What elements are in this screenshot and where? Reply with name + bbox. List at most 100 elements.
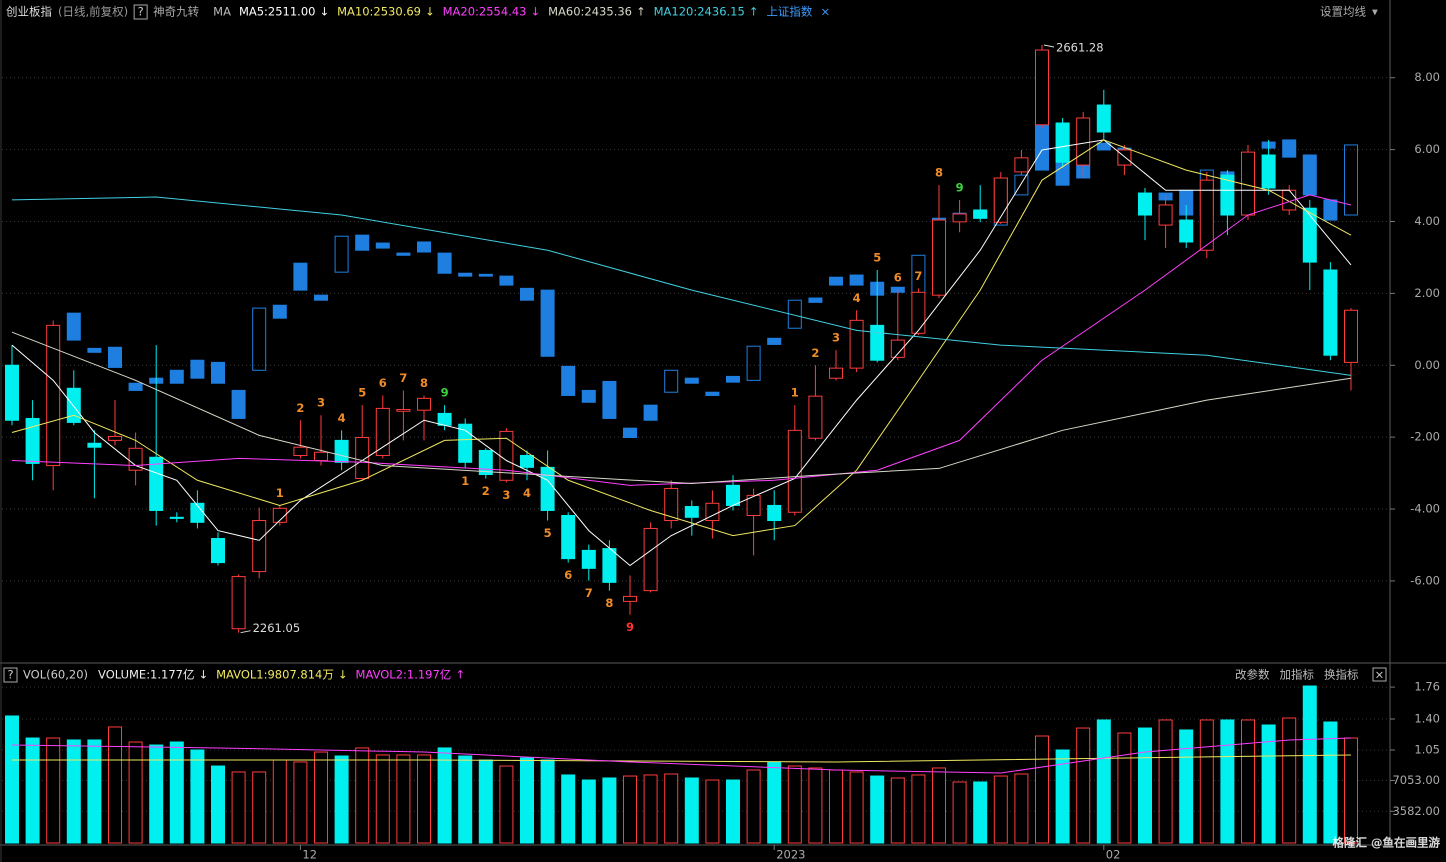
- volume-bar: [169, 741, 184, 844]
- y-tick-label: 1.76: [1414, 680, 1440, 694]
- candle-body: [911, 291, 926, 334]
- nine-turn-count: 8: [605, 596, 613, 610]
- candle-body: [355, 437, 370, 479]
- y-tick-label: -4.00: [1410, 502, 1440, 516]
- overlay-candle: [458, 272, 473, 277]
- indicator-button[interactable]: 加指标: [1280, 668, 1315, 682]
- legend-entry: MAVOL1:9807.814万: [216, 668, 334, 682]
- overlay-candle: [334, 235, 349, 273]
- y-tick-label: 2.00: [1414, 286, 1440, 300]
- ma-line: [11, 139, 1352, 567]
- close-icon[interactable]: ×: [1375, 668, 1385, 682]
- watermark: 格隆汇 @鱼在画里游: [1332, 836, 1440, 850]
- volume-bar: [746, 769, 761, 844]
- settings[interactable]: 设置均线: [1320, 5, 1366, 19]
- volume-title: VOL(60,20): [23, 668, 88, 682]
- overlay-candle: [602, 380, 617, 419]
- overlay-candle: [684, 377, 699, 384]
- overlay-name[interactable]: 上证指数: [766, 5, 812, 19]
- y-tick-label: 6.00: [1414, 142, 1440, 156]
- overlay-candle: [66, 312, 81, 341]
- legend-trend: ↑: [455, 668, 465, 682]
- candle-body: [211, 538, 225, 564]
- legend-entry: MA20:2554.43: [443, 5, 527, 19]
- candle-body: [1344, 309, 1358, 363]
- overlay-candle: [520, 287, 534, 301]
- volume-bar: [334, 755, 349, 844]
- volume-bar: [231, 771, 246, 844]
- title: 创业板指: [6, 5, 52, 19]
- candle-body: [829, 367, 843, 379]
- candle-body: [375, 407, 390, 456]
- y-tick-label: 7053.00: [1392, 773, 1440, 787]
- overlay-candle: [396, 252, 411, 256]
- ma-line: [11, 331, 1352, 485]
- nine-turn-count: 8: [420, 376, 428, 390]
- candle-body: [1096, 104, 1111, 133]
- candle-body: [437, 412, 452, 426]
- volume-bar: [1261, 724, 1276, 844]
- candle-body: [272, 507, 287, 523]
- volume-bar: [829, 769, 843, 844]
- nine-turn-count: 9: [626, 620, 634, 634]
- y-tick-label: 8.00: [1414, 70, 1440, 84]
- overlay-candle: [540, 289, 555, 357]
- volume-bar: [705, 779, 720, 844]
- candle-body: [561, 515, 576, 560]
- nine-turn-count: 5: [544, 526, 552, 540]
- close-box[interactable]: [1372, 667, 1387, 682]
- indicator-button[interactable]: 换指标: [1324, 668, 1359, 682]
- overlay-candle: [190, 359, 205, 379]
- volume-bar: [1138, 727, 1152, 844]
- volume-bar: [911, 774, 926, 844]
- volume-bar: [808, 767, 823, 844]
- candle-body: [149, 456, 164, 511]
- overlay-candle: [1323, 199, 1338, 221]
- help-icon-text[interactable]: ?: [138, 5, 144, 19]
- volume-bar: [1220, 719, 1235, 844]
- help-icon[interactable]: [133, 4, 148, 20]
- nine-turn-count: 5: [358, 386, 366, 400]
- overlay-close[interactable]: ×: [820, 5, 830, 19]
- volume-bar: [87, 739, 102, 844]
- overlay-candle: [169, 369, 184, 384]
- nine-turn-count: 6: [894, 271, 902, 285]
- ma-line: [11, 196, 1352, 376]
- indicator-button[interactable]: 改参数: [1235, 668, 1270, 682]
- overlay-candle: [293, 262, 308, 291]
- nine-turn-count: 5: [873, 251, 881, 265]
- help-icon[interactable]: [3, 667, 18, 683]
- volume-bar: [1035, 735, 1049, 844]
- help-icon-text[interactable]: ?: [7, 668, 13, 682]
- volume-bar: [993, 775, 1008, 844]
- candle-body: [746, 494, 761, 517]
- nine-turn-count: 3: [317, 396, 325, 410]
- volume-bar: [108, 726, 122, 844]
- overlay-candle: [1344, 144, 1358, 216]
- volume-bar: [1158, 719, 1173, 844]
- candle-body: [108, 435, 122, 441]
- indicator[interactable]: 神奇九转: [153, 5, 199, 19]
- candle-body: [849, 319, 864, 369]
- overlay-candle: [726, 375, 740, 383]
- settings-arrow[interactable]: ▾: [1372, 5, 1378, 19]
- volume-bar: [375, 754, 390, 844]
- y-tick-label: 1.05: [1414, 742, 1440, 756]
- overlay-candle: [1282, 139, 1297, 158]
- volume-bar: [190, 749, 205, 844]
- candle-body: [25, 417, 40, 464]
- candle-body: [664, 488, 679, 522]
- candle-body: [169, 516, 184, 519]
- nine-turn-count: 4: [853, 291, 861, 305]
- volume-bar: [272, 759, 287, 844]
- overlay-candle: [829, 276, 843, 286]
- legend-entry: MA5:2511.00: [239, 5, 316, 19]
- overlay-candle: [643, 404, 658, 421]
- volume-bar: [684, 777, 699, 844]
- overlay-candle: [1302, 154, 1317, 196]
- overlay-candle: [417, 241, 431, 253]
- volume-bar: [252, 771, 267, 844]
- y-tick-label: 1.40: [1414, 711, 1440, 725]
- overlay-candle: [108, 346, 122, 368]
- candle-body: [66, 387, 81, 423]
